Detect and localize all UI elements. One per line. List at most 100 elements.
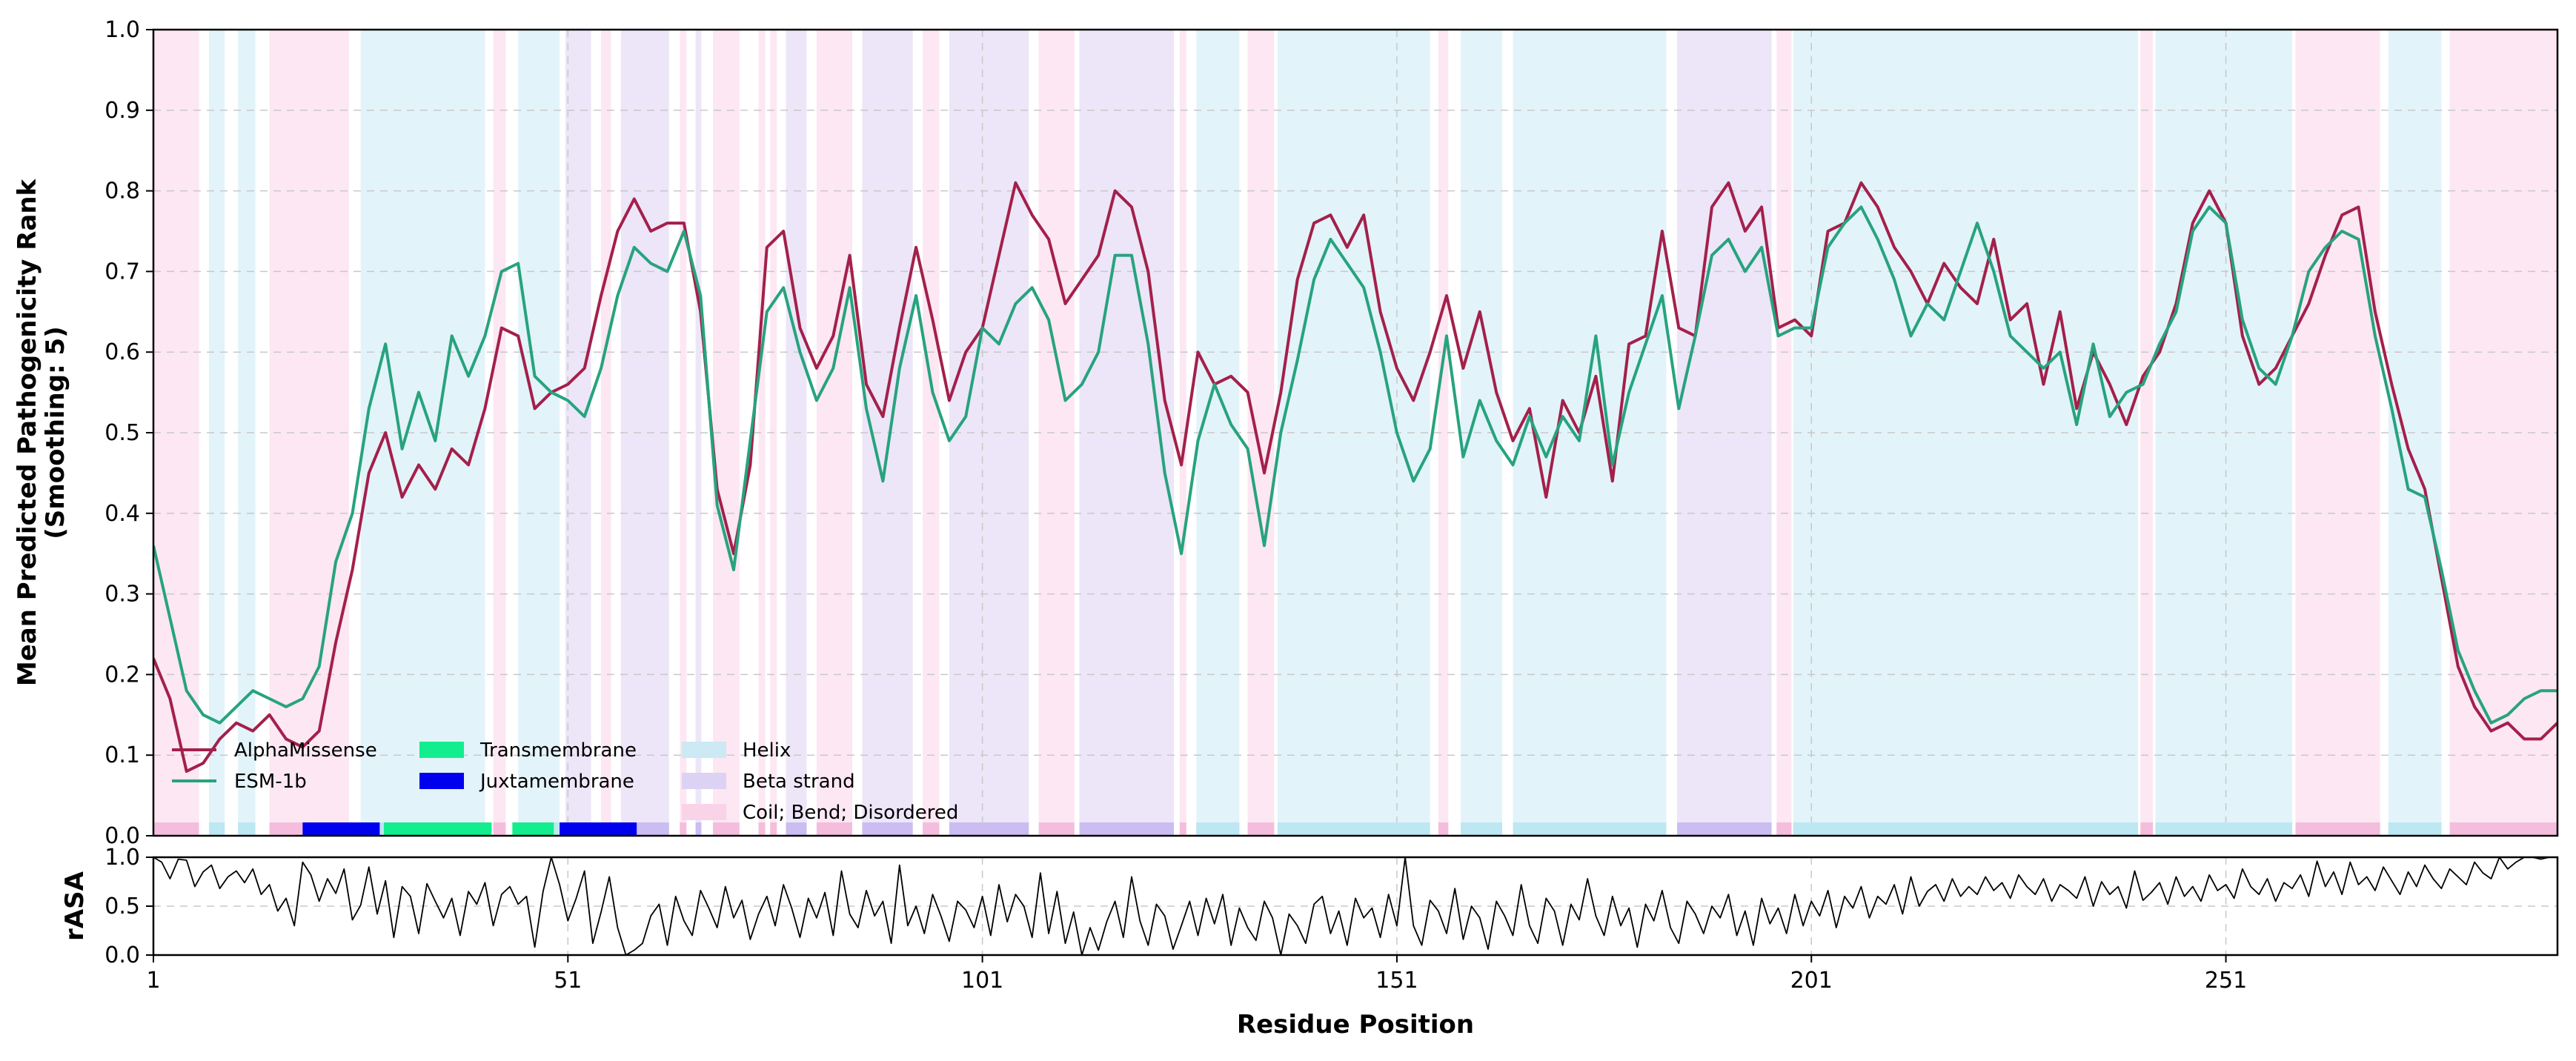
secondary-structure-bar <box>153 822 2557 836</box>
y-tick-label: 0.0 <box>104 823 140 849</box>
ss-bar-segment-coil <box>2140 822 2154 836</box>
legend-swatch-juxtamembrane <box>419 773 464 789</box>
ss-bar-segment-coil <box>2295 822 2380 836</box>
ss-bar-segment-coil <box>770 822 777 836</box>
ss-bar-segment-coil <box>1438 822 1449 836</box>
legend-label-helix: Helix <box>743 739 791 762</box>
ss-bar-segment-helix <box>208 822 225 836</box>
topology-segment-juxtamembrane <box>560 822 637 836</box>
ss-bar-segment-coil <box>713 822 740 836</box>
y-tick-label: 0.2 <box>104 662 140 688</box>
rasa-panel: 0.00.51.0 1 51 101 151 201 251 rASA Residue P… <box>60 845 2559 1040</box>
legend-swatch-transmembrane <box>419 742 464 758</box>
ss-band-helix <box>208 30 225 836</box>
ss-bar-segment-beta-strand <box>862 822 913 836</box>
legend: AlphaMissense ESM-1b Transmembrane Juxta… <box>172 739 958 824</box>
ss-bar-segment-helix <box>1793 822 2138 836</box>
ss-band-helix <box>238 30 256 836</box>
rasa-y-axis-title: rASA <box>60 871 90 941</box>
rasa-series-line <box>153 857 2550 955</box>
ss-bar-segment-coil <box>153 822 199 836</box>
legend-label-esm1b: ESM-1b <box>234 771 307 793</box>
ss-band-coil <box>1438 30 1449 836</box>
legend-label-coil: Coil; Bend; Disordered <box>743 802 958 824</box>
ss-bar-segment-helix <box>2155 822 2293 836</box>
y-tick-label: 1.0 <box>104 17 140 43</box>
topology-segment-transmembrane <box>383 822 492 836</box>
x-axis-ticks: 1 51 101 151 201 251 <box>146 955 2247 994</box>
ss-bar-segment-helix <box>1513 822 1667 836</box>
y-tick-label: 0.4 <box>104 501 140 527</box>
ss-band-coil <box>758 30 766 836</box>
x-tick-label: 251 <box>2205 968 2247 994</box>
x-tick-label: 51 <box>554 968 582 994</box>
ss-bar-segment-beta-strand <box>1677 822 1772 836</box>
ss-bar-segment-coil <box>493 822 506 836</box>
x-axis-title: Residue Position <box>1237 1010 1474 1040</box>
legend-label-beta-strand: Beta strand <box>743 771 855 793</box>
ss-band-coil <box>493 30 506 836</box>
legend-label-transmembrane: Transmembrane <box>479 739 637 762</box>
series-line-esm-1b <box>153 205 2557 725</box>
x-tick-label: 1 <box>146 968 160 994</box>
y-axis-ticks: 0.0 0.1 0.2 0.3 0.4 0.5 0.6 0.7 0.8 0.9 1.0 <box>104 17 153 849</box>
ss-band-coil <box>2295 30 2380 836</box>
ss-bar-segment-coil <box>816 822 852 836</box>
legend-swatch-helix <box>682 742 726 758</box>
rasa-line <box>153 857 2550 955</box>
ss-band-helix <box>1793 30 2138 836</box>
y-tick-label: 0.6 <box>104 339 140 365</box>
y-tick-label: 0.9 <box>104 98 140 124</box>
ss-bar-segment-helix <box>1196 822 1240 836</box>
ss-bar-segment-helix <box>1277 822 1430 836</box>
ss-band-coil <box>153 30 199 836</box>
y-tick-label: 0.8 <box>104 179 140 204</box>
y-tick-label: 0.1 <box>104 742 140 768</box>
ss-band-coil <box>680 30 687 836</box>
main-panel: 0.0 0.1 0.2 0.3 0.4 0.5 0.6 0.7 0.8 0.9 1.0 Mean P… <box>13 17 2559 849</box>
grid-lines <box>153 30 2557 836</box>
ss-band-coil <box>1038 30 1075 836</box>
y-tick-label: 0.3 <box>104 582 140 608</box>
legend-label-juxtamembrane: Juxtamembrane <box>479 771 634 793</box>
legend-swatch-coil <box>682 804 726 820</box>
ss-band-helix <box>1277 30 1430 836</box>
ss-bar-segment-coil <box>758 822 766 836</box>
ss-bar-segment-helix <box>2388 822 2442 836</box>
x-tick-label: 201 <box>1790 968 1833 994</box>
ss-bar-segment-beta-strand <box>1079 822 1175 836</box>
rasa-grid-lines <box>153 857 2557 955</box>
ss-bar-segment-coil <box>1038 822 1075 836</box>
ss-band-beta-strand <box>949 30 1029 836</box>
ss-band-coil <box>269 30 349 836</box>
ss-band-helix <box>1196 30 1240 836</box>
ss-bar-segment-helix <box>238 822 256 836</box>
y-axis-title-line2: (Smoothing: 5) <box>41 326 70 539</box>
ss-bar-segment-coil <box>1247 822 1275 836</box>
series-line-alphamissense <box>153 181 2557 773</box>
rasa-y-axis-ticks: 0.0 0.5 1.0 <box>104 845 153 968</box>
legend-label-alphamissense: AlphaMissense <box>234 739 377 762</box>
ss-bar-segment-coil <box>1776 822 1792 836</box>
x-tick-label: 151 <box>1375 968 1418 994</box>
ss-band-coil <box>601 30 611 836</box>
ss-band-helix <box>518 30 560 836</box>
rasa-y-tick-label: 0.5 <box>104 894 140 919</box>
topology-segment-transmembrane <box>512 822 554 836</box>
ss-bar-segment-beta-strand <box>695 822 702 836</box>
legend-swatch-beta-strand <box>682 773 726 789</box>
rasa-y-tick-label: 0.0 <box>104 942 140 968</box>
series-lines <box>153 181 2557 773</box>
ss-band-beta-strand <box>695 30 702 836</box>
y-tick-label: 0.7 <box>104 259 140 285</box>
ss-bar-segment-helix <box>1461 822 1502 836</box>
topology-segment-juxtamembrane <box>302 822 380 836</box>
y-axis-title-line1: Mean Predicted Pathogenicity Rank <box>13 178 42 686</box>
topology-bar <box>302 822 637 836</box>
ss-bar-segment-coil <box>1179 822 1186 836</box>
ss-bar-segment-coil <box>680 822 687 836</box>
y-tick-label: 0.5 <box>104 420 140 446</box>
x-tick-label: 101 <box>961 968 1003 994</box>
ss-bar-segment-coil <box>2449 822 2557 836</box>
